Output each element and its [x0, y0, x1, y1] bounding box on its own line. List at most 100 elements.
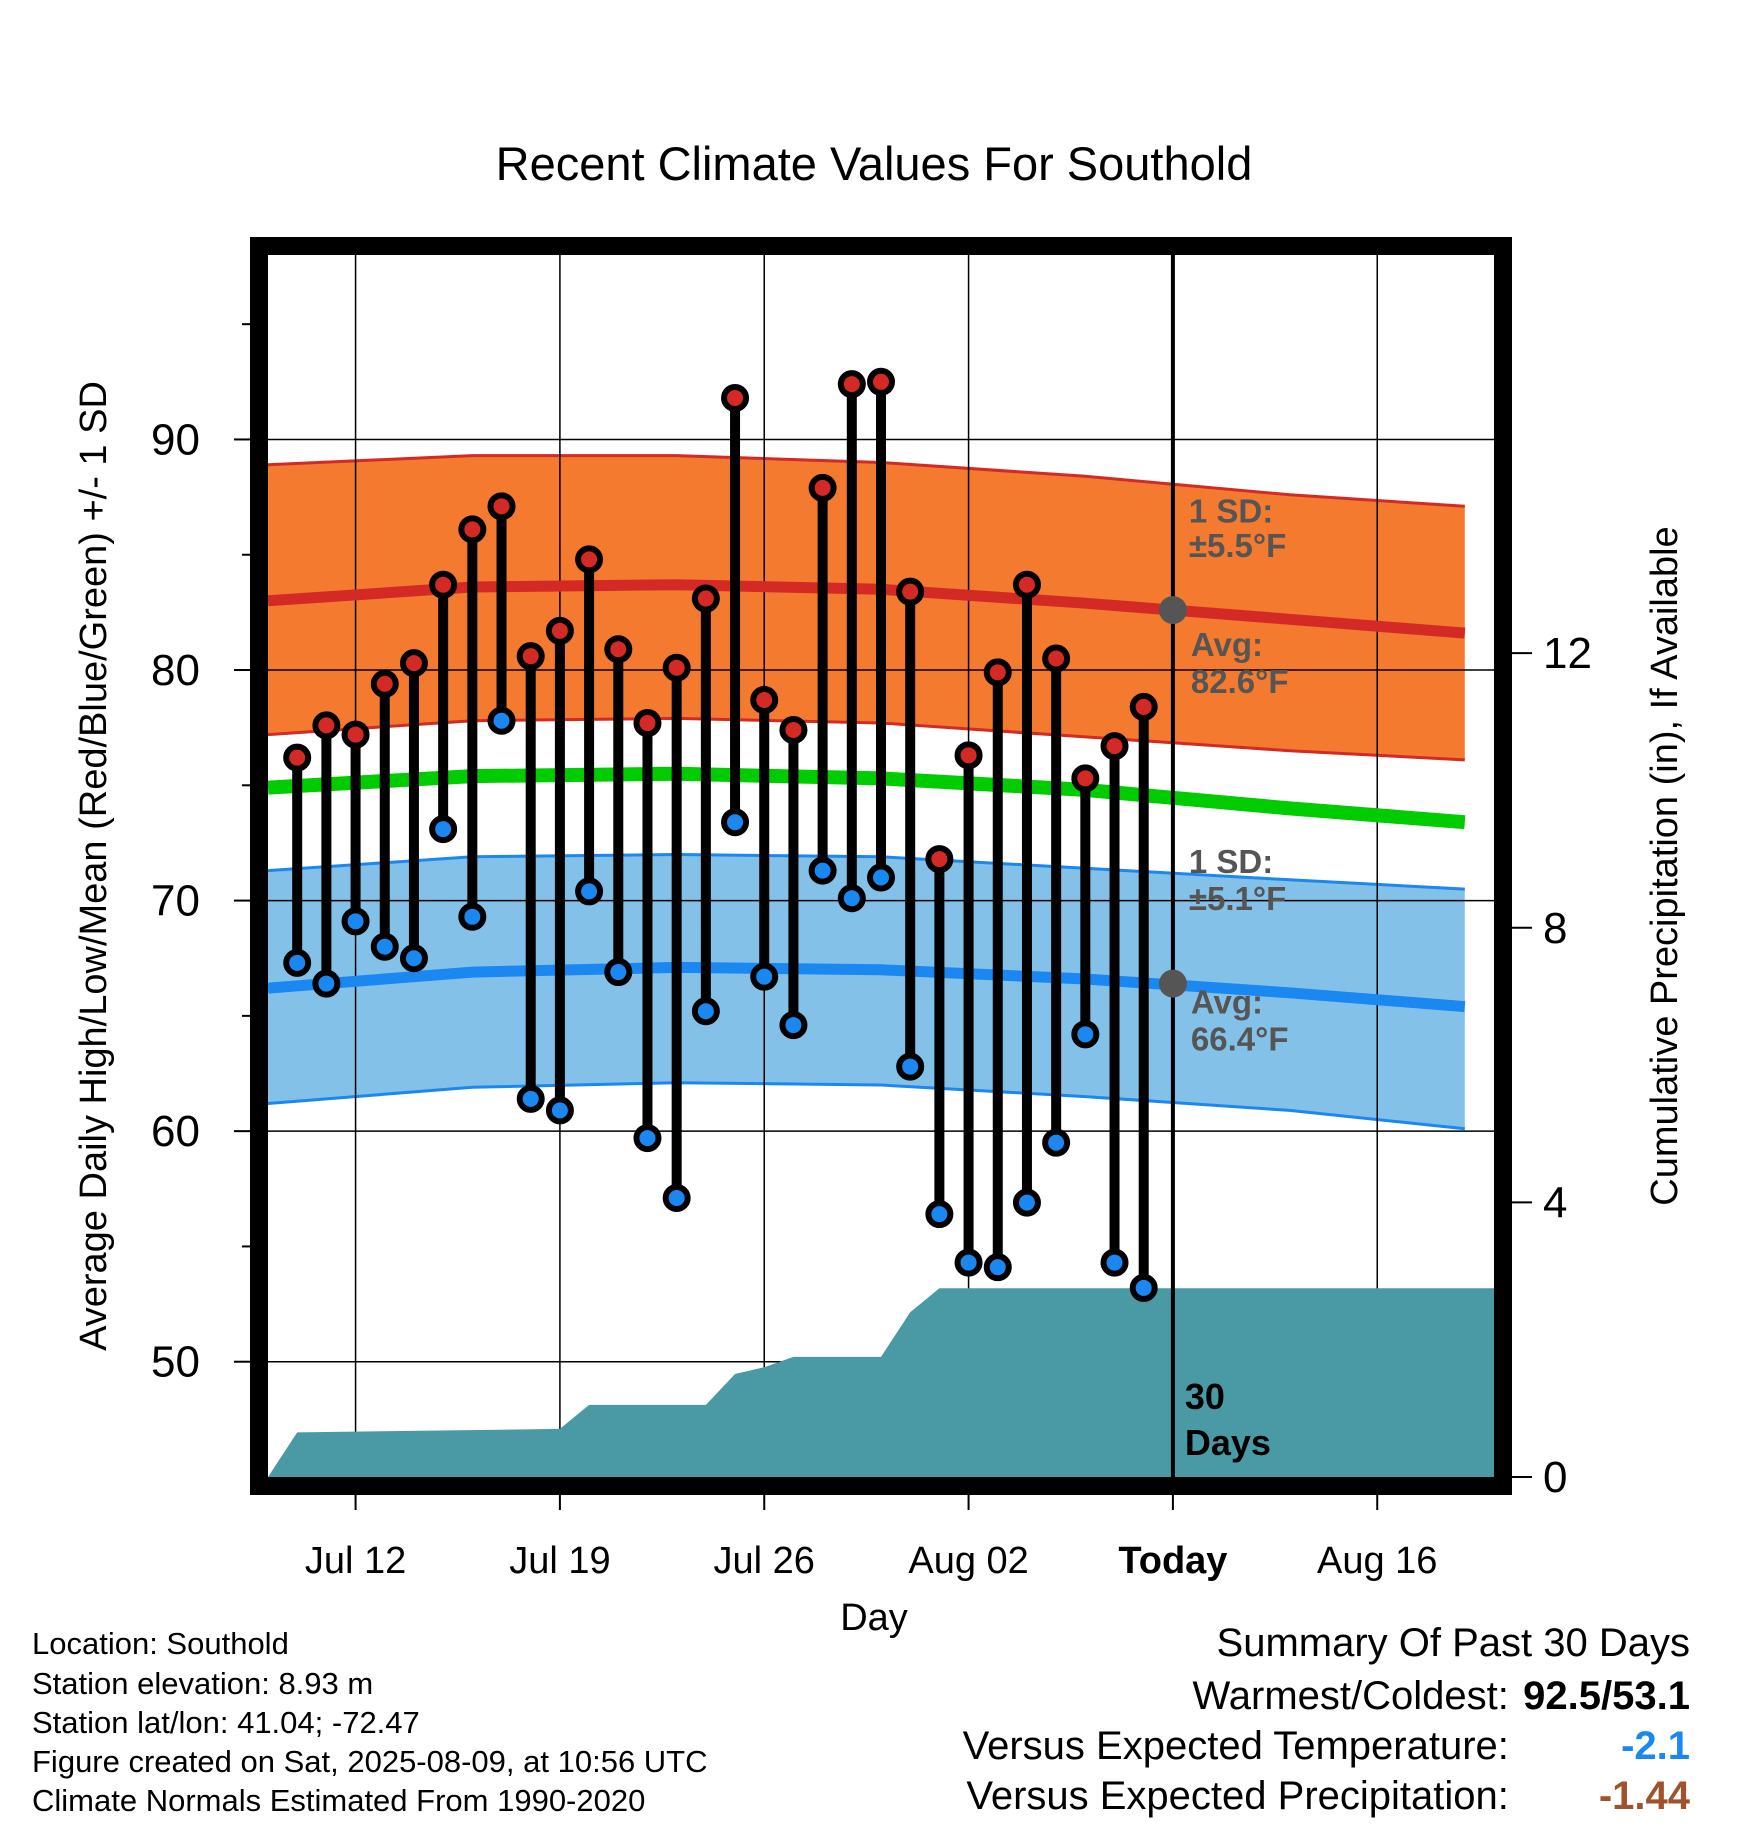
x-tick-label: Aug 02 — [908, 1540, 1028, 1582]
low-avg-line — [268, 961, 1466, 1013]
high-dot — [750, 685, 779, 714]
x-tick-label: Jul 19 — [509, 1540, 610, 1582]
today-days-label: Days — [1185, 1422, 1271, 1463]
high-dot — [1071, 764, 1100, 793]
high-dot — [954, 741, 983, 770]
summary-warmest: Warmest/Coldest: 92.5/53.1 — [1193, 1671, 1691, 1721]
low-dot — [896, 1052, 925, 1081]
low-dot — [691, 997, 720, 1026]
low-dot — [516, 1084, 545, 1113]
y-axis-right-label: Cumulative Precipitation (in), If Availa… — [1644, 526, 1686, 1205]
low-dot — [487, 706, 516, 735]
y-axis-left-label: Average Daily High/Low/Mean (Red/Blue/Gr… — [73, 381, 115, 1351]
summary-temp: Versus Expected Temperature: -2.1 — [963, 1721, 1690, 1771]
annotation-text: Avg: — [1191, 626, 1263, 663]
low-dot — [1100, 1248, 1129, 1277]
low-dot — [925, 1200, 954, 1229]
high-dot — [633, 709, 662, 738]
annotation-text: Avg: — [1191, 984, 1263, 1021]
y-left-tick-label: 80 — [151, 646, 200, 695]
summary-precip-label: Versus Expected Precipitation: — [966, 1774, 1509, 1818]
low-dot — [370, 932, 399, 961]
daily-range-bars — [283, 367, 1158, 1302]
low-dot — [604, 958, 633, 987]
today-days-label: 30 — [1185, 1376, 1225, 1417]
high-dot — [662, 653, 691, 682]
low-dot — [779, 1011, 808, 1040]
low-dot — [1129, 1273, 1158, 1302]
low-dot — [633, 1124, 662, 1153]
low-dot — [867, 863, 895, 892]
annotation-text: 66.4°F — [1191, 1020, 1289, 1057]
high-dot — [399, 649, 428, 678]
x-tick-label: Today — [1118, 1540, 1227, 1582]
low-dot — [545, 1096, 574, 1125]
info-created: Figure created on Sat, 2025-08-09, at 10… — [32, 1744, 708, 1779]
y-right-tick-label: 0 — [1543, 1453, 1567, 1502]
y-left-tick-label: 50 — [151, 1338, 200, 1387]
high-dot — [925, 845, 954, 874]
low-dot — [808, 856, 837, 885]
annotation-text: ±5.1°F — [1189, 880, 1286, 917]
high-dot — [458, 515, 487, 544]
low-dot — [662, 1184, 691, 1213]
info-latlon: Station lat/lon: 41.04; -72.47 — [32, 1705, 420, 1740]
low-dot — [954, 1248, 983, 1277]
high-dot — [837, 370, 866, 399]
high-dot — [545, 616, 574, 645]
high-dot — [867, 367, 895, 396]
low-dot — [721, 808, 750, 837]
high-dot — [312, 711, 341, 740]
normal-bands — [268, 454, 1465, 1131]
high-dot — [896, 577, 925, 606]
high-sd-band — [268, 455, 1465, 760]
summary-temp-label: Versus Expected Temperature: — [962, 1724, 1509, 1768]
low-dot — [983, 1253, 1012, 1282]
low-dot — [1012, 1188, 1041, 1217]
summary-temp-value: -2.1 — [1621, 1724, 1690, 1768]
precip-fill — [268, 1288, 1494, 1477]
info-location: Location: Southold — [32, 1626, 289, 1661]
today-low-avg-marker — [1158, 969, 1187, 998]
summary-precip-value: -1.44 — [1598, 1774, 1690, 1818]
info-elevation: Station elevation: 8.93 m — [32, 1666, 374, 1701]
low-dot — [458, 902, 487, 931]
low-dot — [429, 815, 458, 844]
annotation-text: 82.6°F — [1191, 663, 1289, 700]
high-dot — [370, 669, 399, 698]
x-axis-label: Day — [840, 1597, 908, 1639]
y-left-tick-label: 90 — [151, 415, 200, 464]
summary-precip: Versus Expected Precipitation: -1.44 — [966, 1771, 1690, 1821]
y-left-tick-label: 60 — [151, 1107, 200, 1156]
low-dot — [341, 907, 370, 936]
annotation-text: 1 SD: — [1189, 492, 1273, 529]
low-dot — [750, 962, 779, 991]
axes: 50 60 70 80 90 0 4 8 12 Jul 12 Jul 19 Jul 26 Aug 02 T… — [151, 323, 1592, 1582]
low-dot — [283, 948, 312, 977]
high-dot — [1100, 732, 1129, 761]
high-dot — [808, 473, 837, 502]
high-dot — [429, 570, 458, 599]
precip-area — [268, 1288, 1494, 1477]
low-dot — [1042, 1128, 1071, 1157]
low-sd-band — [268, 854, 1465, 1129]
summary-warmest-value: 92.5/53.1 — [1523, 1674, 1690, 1718]
high-dot — [487, 492, 516, 521]
high-dot — [721, 383, 750, 412]
y-right-tick-label: 4 — [1543, 1178, 1567, 1227]
high-dot — [1012, 570, 1041, 599]
x-tick-label: Aug 16 — [1317, 1540, 1437, 1582]
high-dot — [283, 743, 312, 772]
low-dot — [837, 884, 866, 913]
high-dot — [1129, 692, 1158, 721]
x-tick-label: Jul 12 — [305, 1540, 406, 1582]
high-dot — [341, 720, 370, 749]
low-dot — [399, 944, 428, 973]
y-left-tick-label: 70 — [151, 877, 200, 926]
high-dot — [575, 545, 604, 574]
high-dot — [983, 658, 1012, 687]
high-dot — [1042, 644, 1071, 673]
high-dot — [779, 715, 808, 744]
